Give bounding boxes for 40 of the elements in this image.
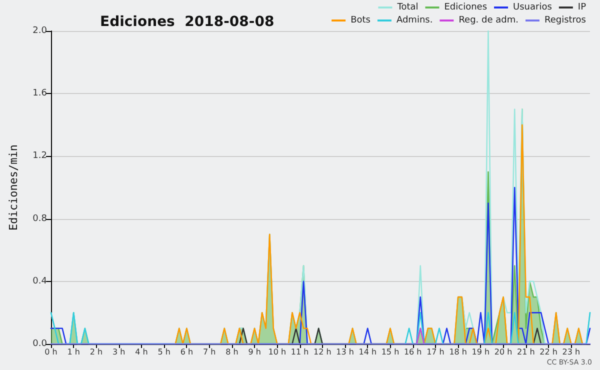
x-tick-label: 2 h bbox=[90, 348, 103, 356]
x-tick-label: 14 h bbox=[358, 348, 377, 356]
legend-label: Registros bbox=[544, 16, 586, 26]
x-tick-label: 12 h bbox=[313, 348, 332, 356]
legend-label: Bots bbox=[350, 16, 371, 26]
x-tick-label: 20 h bbox=[494, 348, 512, 356]
x-tick-label: 23 h bbox=[562, 348, 580, 356]
y-tick-label: 0.8 bbox=[32, 214, 48, 224]
x-tick-label: 4 h bbox=[135, 348, 148, 356]
x-tick-label: 15 h bbox=[381, 348, 400, 356]
legend-label: Ediciones bbox=[444, 2, 488, 12]
x-tick-label: 22 h bbox=[540, 348, 558, 356]
y-tick-label: 2.0 bbox=[32, 26, 48, 36]
x-tick-label: 21 h bbox=[517, 348, 535, 356]
y-tick-label: 0.4 bbox=[32, 276, 48, 286]
legend-label: IP bbox=[578, 2, 587, 12]
x-tick-label: 5 h bbox=[158, 348, 170, 356]
x-tick-label: 10 h bbox=[268, 348, 286, 356]
y-axis-title: Ediciones/min bbox=[7, 144, 20, 231]
x-tick-label: 19 h bbox=[472, 348, 490, 356]
y-tick-label: 1.6 bbox=[32, 88, 48, 99]
chart-title: Ediciones 2018-08-08 bbox=[100, 14, 274, 30]
legend-label: Total bbox=[396, 2, 418, 12]
y-tick-label: 1.2 bbox=[32, 151, 47, 162]
x-tick-label: 8 h bbox=[226, 348, 238, 356]
x-tick-label: 17 h bbox=[426, 348, 444, 356]
x-tick-label: 0 h bbox=[44, 348, 58, 356]
x-tick-label: 6 h bbox=[180, 348, 194, 356]
x-tick-label: 1 h bbox=[67, 348, 80, 356]
legend-label: Admins. bbox=[396, 16, 433, 26]
legend-label: Reg. de adm. bbox=[458, 16, 518, 26]
x-tick-label: 16 h bbox=[404, 348, 422, 356]
x-tick-label: 7 h bbox=[202, 348, 216, 356]
x-tick-label: 13 h bbox=[336, 348, 354, 356]
y-tick-label: 0.0 bbox=[32, 339, 48, 349]
legend-label: Usuarios bbox=[513, 2, 552, 12]
x-tick-label: 3 h bbox=[112, 348, 126, 356]
x-tick-label: 9 h bbox=[248, 348, 261, 356]
x-tick-label: 18 h bbox=[449, 348, 467, 356]
x-tick-label: 11 h bbox=[290, 348, 309, 356]
